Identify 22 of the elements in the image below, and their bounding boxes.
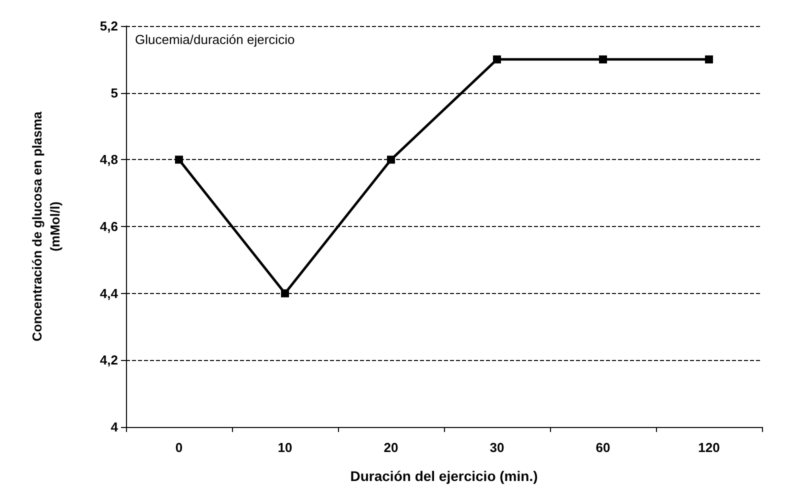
x-tick-label: 10 xyxy=(278,440,292,455)
x-tick-label: 20 xyxy=(384,440,398,455)
y-tick-label: 4,6 xyxy=(100,219,118,234)
point xyxy=(599,55,607,64)
point xyxy=(387,156,395,164)
x-tick-label: 0 xyxy=(175,440,183,455)
point xyxy=(175,156,183,164)
y-tick-label: 5,2 xyxy=(100,18,118,34)
y-tick-label: 4,4 xyxy=(100,286,119,301)
x-tick-label: 120 xyxy=(698,440,720,455)
x-axis-title: Duración del ejercicio (min.) xyxy=(350,468,538,484)
y-tick-label: 4,2 xyxy=(100,352,118,368)
point xyxy=(281,289,289,298)
point xyxy=(493,55,501,64)
x-tick-label: 60 xyxy=(596,440,610,455)
y-tick-label: 5 xyxy=(110,85,118,100)
y-tick-label: 4,8 xyxy=(100,152,118,168)
y-tick-label: 4 xyxy=(110,420,119,434)
x-tick-label: 30 xyxy=(490,440,504,455)
text: Glucemia/duración ejercicio xyxy=(135,32,295,47)
y-axis-title: Concentración de glucosa en plasma (mMol/l) xyxy=(30,110,62,342)
point xyxy=(705,55,713,64)
